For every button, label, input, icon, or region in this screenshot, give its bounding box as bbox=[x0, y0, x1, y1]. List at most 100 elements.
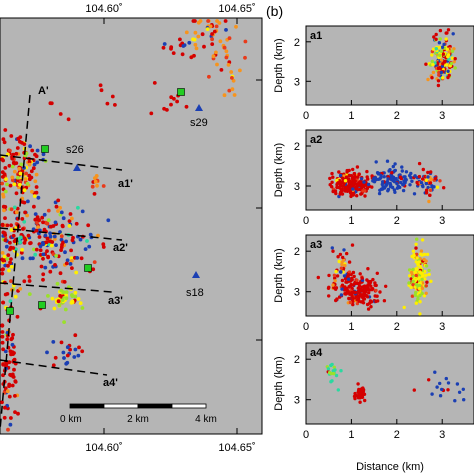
profile-event-dot bbox=[440, 45, 445, 49]
profile-event-dot bbox=[438, 53, 442, 57]
map-event-dot bbox=[83, 247, 88, 252]
profile-event-dot bbox=[384, 184, 388, 188]
map-event-dot bbox=[5, 256, 10, 261]
profile-event-dot bbox=[365, 278, 369, 282]
map-event-dot bbox=[23, 210, 27, 215]
profile-ylabel: Depth (km) bbox=[273, 356, 285, 410]
profile-event-dot bbox=[334, 373, 339, 378]
map-event-dot bbox=[30, 189, 34, 194]
profile-event-dot bbox=[452, 60, 456, 64]
map-event-dot bbox=[32, 247, 36, 252]
map-event-dot bbox=[224, 28, 228, 32]
profile-event-dot bbox=[350, 276, 354, 280]
profile-event-dot bbox=[362, 297, 367, 301]
profile-x-tick-label: 1 bbox=[348, 321, 354, 333]
profile-event-dot bbox=[359, 395, 363, 399]
map-event-dot bbox=[72, 355, 77, 359]
map-event-dot bbox=[48, 231, 52, 236]
map-event-dot bbox=[3, 238, 8, 243]
profile-event-dot bbox=[422, 294, 427, 298]
profile-event-dot bbox=[341, 258, 346, 262]
profile-x-tick-label: 1 bbox=[348, 215, 354, 227]
profile-x-tick-label: 0 bbox=[303, 429, 309, 441]
map-event-dot bbox=[3, 189, 8, 194]
map-event-dot bbox=[51, 340, 56, 344]
map-event-dot bbox=[3, 386, 8, 391]
profile-event-dot bbox=[436, 83, 441, 88]
map-event-dot bbox=[243, 39, 248, 44]
profile-y-tick-label: 2 bbox=[294, 37, 300, 49]
profile-event-dot bbox=[444, 31, 448, 35]
profile-event-dot bbox=[380, 180, 385, 184]
map-event-dot bbox=[9, 134, 14, 138]
profile-event-dot bbox=[431, 70, 436, 75]
profile-subplot-label: a3 bbox=[310, 239, 322, 251]
map-event-dot bbox=[71, 235, 75, 240]
map-event-dot bbox=[37, 218, 41, 222]
map-overlay: A' a1' a2' a3' a4' s26 s29 s18 0 km 2 km 4 km bbox=[0, 85, 217, 431]
map-event-dot bbox=[3, 405, 7, 410]
map-event-dot bbox=[19, 250, 24, 255]
profile-line-a3 bbox=[0, 282, 113, 293]
profile-event-dot bbox=[376, 172, 381, 176]
profile-event-dot bbox=[446, 28, 451, 32]
profile-event-dot bbox=[339, 270, 343, 274]
profile-event-dot bbox=[328, 176, 332, 181]
map-event-dot bbox=[78, 237, 83, 242]
profile-event-dot bbox=[377, 191, 382, 196]
map-event-dot bbox=[26, 199, 30, 204]
profile-event-dot bbox=[365, 302, 370, 307]
profile-event-dot bbox=[356, 382, 360, 386]
map-event-dot bbox=[26, 233, 31, 238]
profile-event-dot bbox=[431, 62, 435, 67]
profile-event-dot bbox=[336, 181, 340, 185]
map-event-dot bbox=[14, 191, 19, 196]
profile-event-dot bbox=[333, 368, 337, 372]
map-event-dot bbox=[25, 181, 30, 186]
map-event-dot bbox=[36, 225, 40, 230]
map-event-dot bbox=[2, 208, 6, 213]
map-event-dot bbox=[0, 271, 5, 276]
map-event-dot bbox=[67, 224, 72, 228]
map-event-dot bbox=[31, 227, 36, 232]
map-event-dot bbox=[8, 299, 13, 304]
map-event-dot bbox=[230, 76, 234, 80]
profile-subplot-a4: a4 2 3 0 1 2 3 Depth (km) bbox=[273, 342, 474, 441]
profile-event-dot bbox=[433, 61, 437, 65]
profile-event-dot bbox=[430, 76, 434, 80]
profile-event-dot bbox=[445, 47, 449, 51]
profile-event-dot bbox=[351, 187, 355, 191]
profile-event-dot bbox=[340, 287, 344, 291]
profile-event-dot bbox=[336, 255, 340, 259]
profile-event-dot bbox=[424, 62, 428, 66]
profile-event-dot bbox=[447, 57, 451, 61]
profile-event-dot bbox=[417, 286, 422, 291]
profile-event-dot bbox=[342, 248, 346, 252]
map-event-dot bbox=[162, 106, 167, 111]
map-event-dot bbox=[59, 210, 64, 215]
map-event-dot bbox=[33, 252, 38, 257]
profile-event-dot bbox=[434, 47, 438, 51]
profile-event-dot bbox=[329, 371, 333, 376]
map-event-dot bbox=[210, 42, 215, 46]
profile-event-dot bbox=[340, 278, 345, 283]
map-event-dot bbox=[206, 19, 211, 23]
profile-event-dot bbox=[354, 185, 358, 190]
profile-event-dot bbox=[410, 179, 414, 183]
map-event-dot bbox=[40, 215, 45, 220]
map-event-dot bbox=[211, 54, 216, 59]
map-panel-background bbox=[0, 17, 263, 435]
profile-event-dot bbox=[338, 192, 342, 196]
profile-y-tick-label: 3 bbox=[294, 76, 300, 88]
site-square-icon bbox=[6, 307, 14, 315]
map-event-dot bbox=[46, 218, 51, 223]
profile-event-dot bbox=[351, 296, 355, 301]
profile-event-dot bbox=[412, 192, 417, 196]
profile-event-dot bbox=[444, 376, 448, 381]
map-event-dot bbox=[3, 216, 7, 221]
station-label-s29: s29 bbox=[190, 117, 208, 129]
profile-event-dot bbox=[424, 178, 429, 182]
map-event-dot bbox=[61, 290, 66, 295]
profile-event-dot bbox=[348, 179, 352, 184]
profile-label-a-main: A' bbox=[38, 85, 49, 97]
